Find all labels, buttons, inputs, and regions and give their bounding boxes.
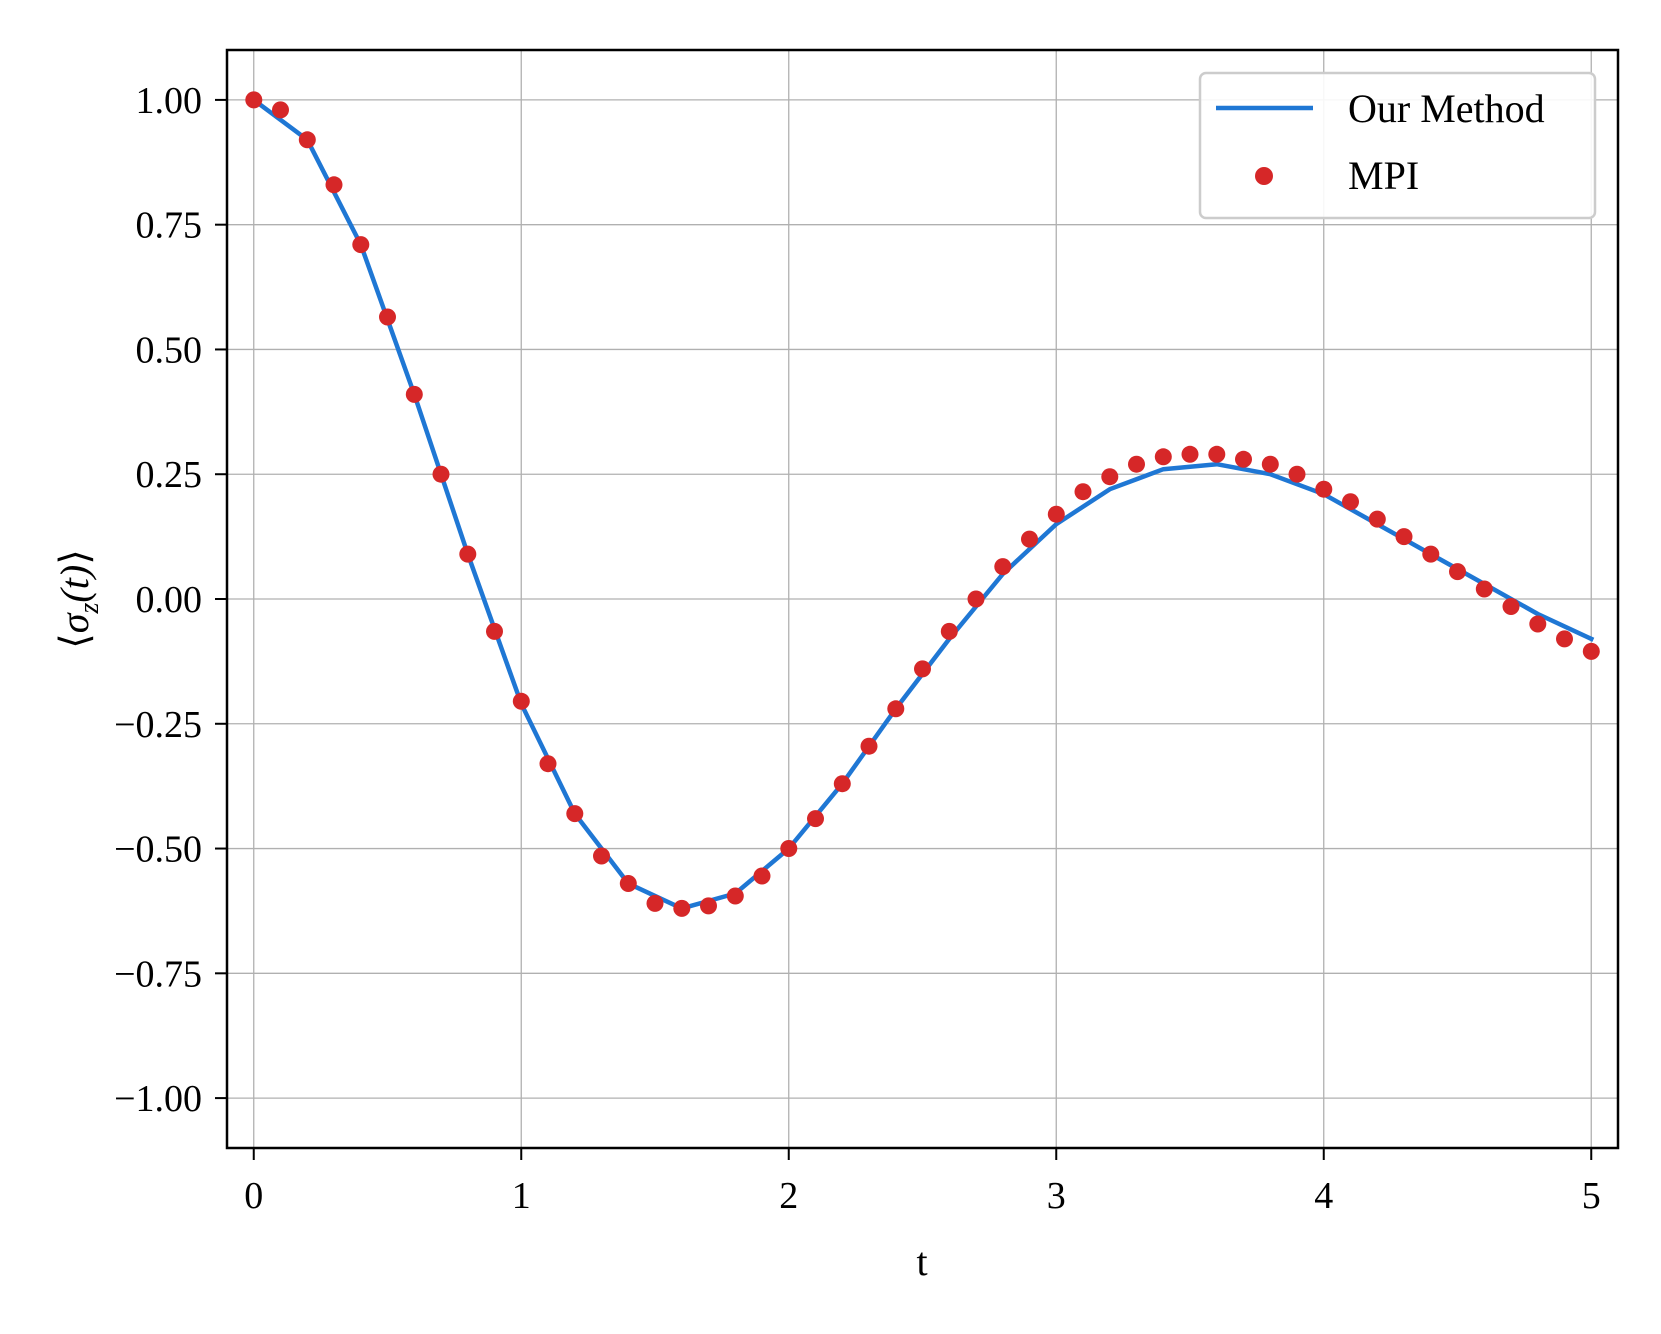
- mpi-data-point: [1181, 445, 1199, 463]
- mpi-data-point: [1475, 580, 1493, 598]
- mpi-data-point: [753, 867, 771, 885]
- legend: Our Method MPI: [1198, 71, 1597, 220]
- mpi-data-point: [887, 700, 905, 718]
- mpi-data-point: [486, 622, 503, 640]
- mpi-data-point: [272, 101, 289, 119]
- mpi-data-point: [1315, 480, 1333, 498]
- mpi-data-point: [325, 176, 343, 194]
- axis-ticks: 0 1 2 3 4 5 1.00 0.75 0.50 0.25 0.00 −0.25 −0.50 −0.7…: [114, 80, 1601, 1217]
- mpi-data-point: [1261, 455, 1279, 473]
- y-tick-label: −0.25: [114, 704, 202, 746]
- mpi-data-point: [405, 385, 423, 403]
- y-tick-label: 1.00: [136, 80, 203, 122]
- mpi-data-point: [245, 91, 263, 109]
- mpi-data-point: [593, 847, 610, 865]
- grid-lines: [227, 50, 1618, 1148]
- mpi-data-point: [1154, 448, 1172, 466]
- y-axis-label-subscript: z: [74, 602, 105, 614]
- mpi-data-point: [860, 737, 878, 755]
- x-tick-label: 4: [1314, 1175, 1333, 1217]
- mpi-data-point: [833, 775, 851, 793]
- mpi-data-point: [994, 558, 1012, 576]
- mpi-data-point: [1047, 505, 1065, 523]
- mpi-data-point: [1529, 615, 1547, 633]
- mpi-data-point: [1368, 510, 1386, 528]
- mpi-data-point: [726, 887, 744, 905]
- y-tick-label: −0.75: [114, 953, 202, 995]
- mpi-data-point: [1449, 563, 1466, 581]
- mpi-data-point: [539, 755, 557, 773]
- mpi-data-point: [1235, 450, 1252, 468]
- mpi-data-point: [1021, 530, 1038, 548]
- x-tick-label: 0: [244, 1175, 263, 1217]
- mpi-data-point: [566, 805, 584, 823]
- mpi-data-point: [967, 590, 985, 608]
- y-axis-label-argument: (t): [52, 565, 97, 603]
- mpi-data-point: [646, 894, 664, 912]
- mpi-data-point: [700, 897, 717, 915]
- x-tick-label: 5: [1582, 1175, 1601, 1217]
- y-axis-label: ⟨σz(t)⟩: [52, 549, 105, 649]
- legend-label-our-method: Our Method: [1348, 86, 1545, 131]
- mpi-data-point: [807, 810, 824, 828]
- mpi-data-point: [432, 465, 450, 483]
- mpi-data-point: [1101, 468, 1119, 486]
- mpi-data-point: [940, 622, 958, 640]
- mpi-data-point: [1208, 445, 1226, 463]
- mpi-data-point: [1556, 630, 1573, 648]
- mpi-data-point: [1342, 493, 1359, 511]
- mpi-data-point: [352, 236, 370, 254]
- mpi-data-point: [298, 131, 316, 149]
- x-tick-label: 2: [779, 1175, 798, 1217]
- legend-label-mpi: MPI: [1348, 153, 1419, 198]
- x-tick-label: 1: [512, 1175, 531, 1217]
- x-tick-label: 3: [1047, 1175, 1066, 1217]
- y-tick-label: −1.00: [114, 1078, 202, 1120]
- plot-area: [245, 91, 1600, 917]
- mpi-data-point: [1502, 598, 1520, 615]
- mpi-data-point: [512, 692, 530, 710]
- mpi-data-point: [1395, 528, 1413, 546]
- mpi-data-point: [673, 899, 691, 917]
- y-axis-label-symbol: σ: [52, 612, 97, 633]
- x-axis-label: t: [916, 1239, 927, 1284]
- mpi-data-point: [379, 308, 396, 326]
- legend-dot-marker: [1255, 167, 1273, 185]
- mpi-data-point: [914, 660, 931, 678]
- y-tick-label: −0.50: [114, 829, 202, 871]
- mpi-data-point: [1582, 642, 1600, 660]
- y-axis-label-open: ⟨: [52, 633, 97, 649]
- mpi-data-point: [1422, 545, 1440, 563]
- mpi-data-point: [459, 545, 477, 563]
- mpi-data-point: [1128, 455, 1145, 473]
- mpi-data-point: [619, 875, 637, 892]
- y-axis-label-close: ⟩: [52, 549, 97, 565]
- y-tick-label: 0.75: [136, 205, 203, 247]
- y-tick-label: 0.25: [136, 454, 203, 496]
- mpi-data-point: [1288, 465, 1306, 483]
- mpi-data-point: [1074, 483, 1092, 501]
- y-tick-label: 0.00: [136, 579, 203, 621]
- y-tick-label: 0.50: [136, 329, 203, 371]
- mpi-data-point: [780, 840, 798, 857]
